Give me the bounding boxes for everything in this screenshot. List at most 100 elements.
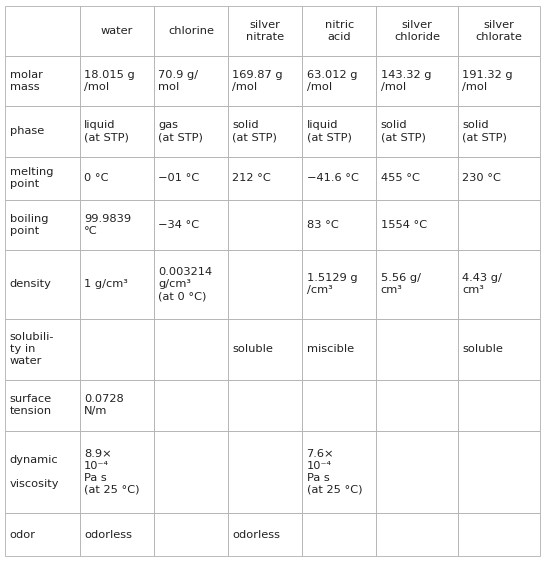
Bar [458,200,540,250]
Bar [5,6,80,56]
Bar [80,319,154,380]
Bar [302,319,377,380]
Text: surface
tension: surface tension [10,395,52,416]
Text: soluble: soluble [232,345,273,355]
Text: liquid
(at STP): liquid (at STP) [306,120,352,142]
Text: density: density [10,279,52,289]
Bar [302,56,377,106]
Text: molar
mass: molar mass [10,70,43,92]
Bar [302,513,377,556]
Bar [80,6,154,56]
Text: 0 °C: 0 °C [84,173,108,183]
Text: 1 g/cm³: 1 g/cm³ [84,279,128,289]
Bar [5,56,80,106]
Bar [377,56,458,106]
Text: 1554 °C: 1554 °C [381,220,427,230]
Bar [80,513,154,556]
Bar [377,106,458,157]
Bar [154,6,228,56]
Bar [377,157,458,200]
Bar [5,157,80,200]
Bar [377,380,458,430]
Bar [228,430,302,513]
Text: 0.0728
N/m: 0.0728 N/m [84,395,124,416]
Text: 70.9 g/
mol: 70.9 g/ mol [158,70,198,92]
Text: −41.6 °C: −41.6 °C [306,173,359,183]
Bar [228,200,302,250]
Bar [302,430,377,513]
Bar [377,430,458,513]
Bar [80,380,154,430]
Bar [154,106,228,157]
Bar [5,380,80,430]
Text: solid
(at STP): solid (at STP) [381,120,426,142]
Text: liquid
(at STP): liquid (at STP) [84,120,129,142]
Bar [302,250,377,319]
Bar [5,319,80,380]
Text: odor: odor [10,530,36,540]
Bar [228,319,302,380]
Bar [154,319,228,380]
Bar [458,430,540,513]
Bar [458,6,540,56]
Text: 83 °C: 83 °C [306,220,338,230]
Bar [302,157,377,200]
Bar [80,430,154,513]
Bar [458,106,540,157]
Text: 212 °C: 212 °C [232,173,271,183]
Bar [228,56,302,106]
Bar [80,106,154,157]
Bar [458,250,540,319]
Bar [154,250,228,319]
Text: 0.003214
g/cm³
(at 0 °C): 0.003214 g/cm³ (at 0 °C) [158,268,213,301]
Bar [302,380,377,430]
Bar [80,157,154,200]
Text: solid
(at STP): solid (at STP) [232,120,277,142]
Bar [5,250,80,319]
Text: melting
point: melting point [10,167,53,189]
Bar [458,56,540,106]
Bar [458,319,540,380]
Bar [5,106,80,157]
Text: −01 °C: −01 °C [158,173,199,183]
Bar [5,200,80,250]
Text: 143.32 g
/mol: 143.32 g /mol [381,70,431,92]
Text: dynamic

viscosity: dynamic viscosity [10,455,59,489]
Bar [80,200,154,250]
Text: 191.32 g
/mol: 191.32 g /mol [462,70,513,92]
Text: 99.9839
°C: 99.9839 °C [84,214,131,236]
Bar [302,106,377,157]
Bar [228,250,302,319]
Bar [154,380,228,430]
Bar [228,513,302,556]
Bar [377,319,458,380]
Bar [80,250,154,319]
Text: 7.6×
10⁻⁴
Pa s
(at 25 °C): 7.6× 10⁻⁴ Pa s (at 25 °C) [306,449,362,495]
Bar [302,200,377,250]
Bar [228,106,302,157]
Text: odorless: odorless [232,530,280,540]
Text: solid
(at STP): solid (at STP) [462,120,507,142]
Text: gas
(at STP): gas (at STP) [158,120,203,142]
Bar [154,430,228,513]
Text: −34 °C: −34 °C [158,220,199,230]
Bar [228,6,302,56]
Text: 455 °C: 455 °C [381,173,420,183]
Bar [154,200,228,250]
Text: soluble: soluble [462,345,503,355]
Bar [377,6,458,56]
Bar [377,200,458,250]
Text: nitric
acid: nitric acid [325,20,354,42]
Text: 4.43 g/
cm³: 4.43 g/ cm³ [462,274,502,296]
Text: silver
chlorate: silver chlorate [475,20,522,42]
Text: odorless: odorless [84,530,132,540]
Bar [228,157,302,200]
Text: silver
chloride: silver chloride [394,20,440,42]
Bar [458,513,540,556]
Bar [458,380,540,430]
Text: 5.56 g/
cm³: 5.56 g/ cm³ [381,274,421,296]
Bar [154,513,228,556]
Bar [80,56,154,106]
Bar [458,157,540,200]
Bar [5,513,80,556]
